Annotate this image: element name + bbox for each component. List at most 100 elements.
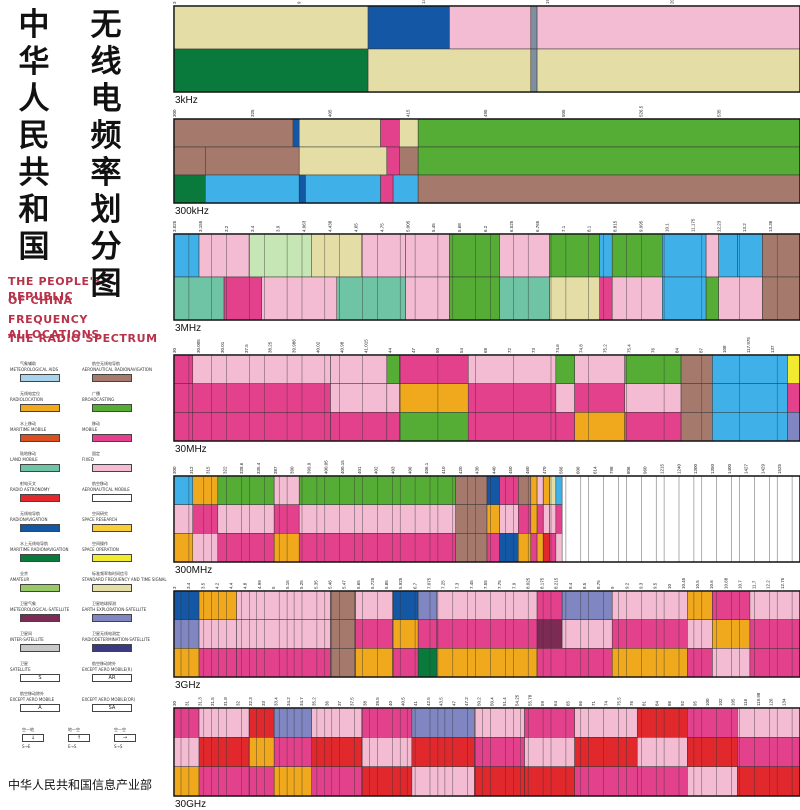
- title-en-line-1: THE PEOPLE'S REPUBLIC: [8, 275, 103, 303]
- allocation-cell: [192, 475, 219, 505]
- tick-label: 9.3: [639, 582, 644, 589]
- allocation-cell: [380, 118, 400, 148]
- allocation-cell: [662, 276, 707, 321]
- allocation-cell: [737, 737, 800, 767]
- tick-label: 406: [407, 466, 412, 474]
- tick-label: 51.4: [502, 697, 507, 706]
- tick-label: 100: [705, 698, 710, 706]
- tick-label: 72: [507, 347, 512, 353]
- band-300kHz: 300 325 405 415 495 505 526.5 535: [172, 105, 800, 204]
- legend-swatch: AR: [92, 674, 132, 682]
- legend-label-en: SPACE OPERATION: [82, 547, 119, 552]
- legend-label-cn: 航空移动: [92, 481, 108, 486]
- allocation-cell: [536, 590, 563, 620]
- tick-label: 7.3: [455, 582, 460, 589]
- allocation-cell: [311, 707, 363, 738]
- band-frame: [173, 354, 800, 442]
- tick-label: 30: [172, 700, 177, 706]
- tick-label: 5.005: [405, 220, 410, 232]
- title-cn-right-char: 划: [90, 192, 122, 228]
- allocation-cell: [555, 412, 575, 442]
- legend-label-cn: 航空移动除外: [20, 691, 44, 696]
- tick-label: 40.02: [316, 341, 321, 353]
- allocation-cell: [636, 766, 688, 797]
- allocation-cell: [549, 475, 557, 505]
- tick-label: 1427: [744, 463, 749, 474]
- allocation-cell: [474, 707, 525, 738]
- tick-label: 7.55: [483, 580, 488, 589]
- allocation-cell: [611, 648, 688, 678]
- tick-label: 31: [185, 700, 190, 706]
- title-cn-right-char: 频: [90, 118, 122, 154]
- allocation-cell: [555, 354, 575, 384]
- allocation-cell: [680, 412, 713, 442]
- allocation-cell: [330, 648, 356, 678]
- allocation-cell: [273, 737, 312, 767]
- legend-label-cn: 无线电定位: [20, 391, 40, 396]
- tick-label: 39.986: [292, 339, 297, 353]
- title-cn-left-char: 国: [18, 229, 50, 265]
- allocation-cell: [624, 354, 682, 384]
- allocation-cell: [543, 504, 550, 534]
- tick-label: 403: [391, 466, 396, 474]
- tick-label: 5.68: [457, 223, 462, 232]
- allocation-cell: [380, 174, 394, 204]
- allocation-cell: [687, 648, 713, 678]
- allocation-cell: [411, 766, 475, 797]
- tick-label: 5.85: [384, 580, 389, 589]
- tick-label: 10.68: [723, 577, 728, 589]
- legend-arrow-direction: E→S: [68, 744, 77, 749]
- allocation-cell: [355, 648, 394, 678]
- tick-label: 19.95: [545, 0, 550, 4]
- allocation-cell: [718, 276, 763, 321]
- band-frame: [173, 590, 800, 678]
- legend-label-en: RADIODETERMINATION-SATELLITE: [82, 637, 150, 642]
- allocation-cell: [549, 533, 557, 563]
- tick-label: 73: [531, 347, 536, 353]
- tick-label: 335.4: [256, 462, 261, 474]
- title-cn-right-char: 电: [90, 81, 122, 117]
- tick-label: 102: [718, 698, 723, 706]
- band-frame: [173, 233, 800, 321]
- tick-label: 119.98: [756, 692, 761, 706]
- allocation-cell: [392, 590, 419, 620]
- legend-swatch: [20, 584, 60, 592]
- allocation-cell: [248, 737, 275, 767]
- band-label: 30GHz: [175, 799, 207, 810]
- allocation-cell: [173, 383, 194, 413]
- allocation-cell: [530, 48, 538, 93]
- allocation-cell: [636, 707, 688, 738]
- tick-label: 81: [642, 700, 647, 706]
- allocation-cell: [687, 619, 713, 649]
- legend-label-en: STANDARD FREQUENCY AND TIME SIGNAL: [82, 577, 167, 582]
- tick-label: 390: [290, 466, 295, 474]
- allocation-cell: [198, 766, 250, 797]
- allocation-cell: [574, 354, 625, 384]
- legend-swatch: [92, 404, 132, 412]
- tick-label: 12.23: [716, 220, 721, 232]
- legend-label-en: AMATEUR: [10, 577, 30, 582]
- allocation-cell: [524, 737, 575, 767]
- tick-label: 76: [650, 347, 655, 353]
- allocation-cell: [273, 766, 312, 797]
- allocation-cell: [392, 174, 419, 204]
- legend-label-en: EXCEPT AERO MOBILE(R): [82, 667, 133, 672]
- allocation-cell: [298, 118, 381, 148]
- legend-swatch: [92, 614, 132, 622]
- tick-label: 606: [575, 466, 580, 474]
- tick-label: 5.725: [370, 577, 375, 589]
- allocation-cell: [273, 504, 300, 534]
- legend-label-cn: 卫星气象: [20, 601, 36, 606]
- allocation-cell: [192, 504, 219, 534]
- tick-label: 54.25: [515, 694, 520, 706]
- allocation-cell: [737, 707, 800, 738]
- allocation-cell: [536, 475, 544, 505]
- tick-label: 328.6: [239, 462, 244, 474]
- allocation-cell: [192, 354, 331, 384]
- legend-swatch: [92, 554, 132, 562]
- legend-label-cn: 广播: [92, 391, 100, 396]
- allocation-cell: [624, 383, 682, 413]
- legend-label-en: MOBILE: [82, 427, 98, 432]
- tick-label: 806: [626, 466, 631, 474]
- allocation-cell: [712, 354, 788, 384]
